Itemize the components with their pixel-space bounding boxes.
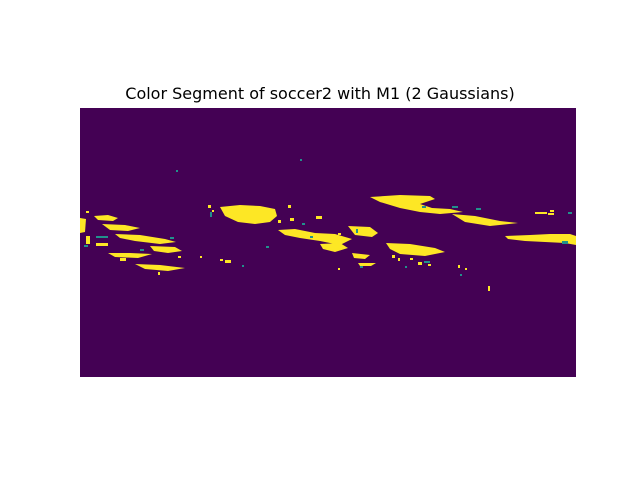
- segment-pixel: [392, 255, 395, 258]
- segment-pixel: [208, 205, 211, 208]
- blob-right-c: [535, 212, 547, 214]
- segment-pixel: [488, 286, 490, 291]
- segment-pixel: [568, 212, 572, 214]
- segment-pixel: [212, 210, 214, 212]
- segment-pixel: [178, 256, 181, 258]
- blob-left-h: [96, 243, 108, 246]
- blob-center-right-c: [358, 263, 376, 266]
- blob-right-d: [548, 213, 554, 215]
- blob-left-f: [135, 264, 185, 271]
- blob-left-g: [150, 246, 182, 253]
- segment-pixel: [242, 265, 244, 267]
- segment-pixel: [476, 208, 481, 210]
- segment-pixel: [300, 159, 302, 161]
- segment-pixel: [418, 262, 422, 265]
- segment-pixel: [86, 211, 89, 213]
- blob-right-b: [505, 234, 576, 245]
- segment-pixel: [278, 220, 281, 223]
- segment-pixel: [220, 259, 223, 261]
- blob-center-b: [348, 226, 378, 237]
- segment-pixel: [424, 261, 430, 263]
- blob-left-i: [86, 236, 90, 244]
- segment-pixel: [266, 246, 269, 248]
- segment-pixel: [562, 241, 568, 244]
- blob-right-a: [452, 214, 518, 226]
- segment-pixel: [465, 268, 467, 270]
- segment-pixel: [225, 260, 231, 263]
- segment-pixel: [452, 206, 458, 208]
- segment-pixel: [356, 229, 358, 233]
- segment-pixel: [410, 258, 413, 260]
- segment-pixel: [428, 264, 431, 266]
- segment-pixel: [200, 256, 202, 258]
- segment-pixel: [84, 245, 88, 247]
- segment-pixel: [96, 236, 108, 238]
- segment-pixel: [176, 170, 178, 172]
- blob-center-right-a: [386, 243, 445, 256]
- segment-pixel: [170, 237, 174, 239]
- blob-upper-right: [370, 195, 463, 214]
- segment-pixel: [210, 212, 212, 217]
- blob-left-j: [120, 258, 126, 261]
- segment-foreground: [80, 159, 576, 291]
- segment-pixel: [338, 233, 341, 235]
- segment-pixel: [290, 218, 294, 221]
- blob-left-d: [80, 218, 86, 233]
- segment-pixel: [422, 206, 426, 208]
- segment-pixel: [458, 265, 460, 268]
- blob-left-e: [108, 253, 152, 258]
- segment-pixel: [310, 236, 313, 238]
- blob-center-a: [278, 229, 352, 245]
- segment-pixel: [398, 258, 400, 261]
- segment-pixel: [316, 216, 322, 219]
- blob-left-c: [115, 234, 176, 244]
- segment-pixel: [338, 268, 340, 270]
- segment-pixel: [550, 210, 554, 212]
- blob-center-c: [320, 243, 348, 252]
- segment-pixel: [288, 205, 291, 208]
- segment-pixel: [360, 266, 363, 268]
- blob-left-b: [102, 224, 140, 231]
- segment-pixel: [405, 266, 407, 268]
- segment-pixel: [302, 223, 305, 225]
- segment-pixel: [460, 274, 462, 276]
- chart-title: Color Segment of soccer2 with M1 (2 Gaus…: [125, 84, 515, 103]
- blob-left-a: [94, 215, 118, 221]
- segment-pixel: [158, 272, 160, 275]
- segment-pixel: [140, 249, 144, 251]
- blob-center-left: [220, 205, 277, 224]
- blob-center-right-b: [352, 253, 370, 259]
